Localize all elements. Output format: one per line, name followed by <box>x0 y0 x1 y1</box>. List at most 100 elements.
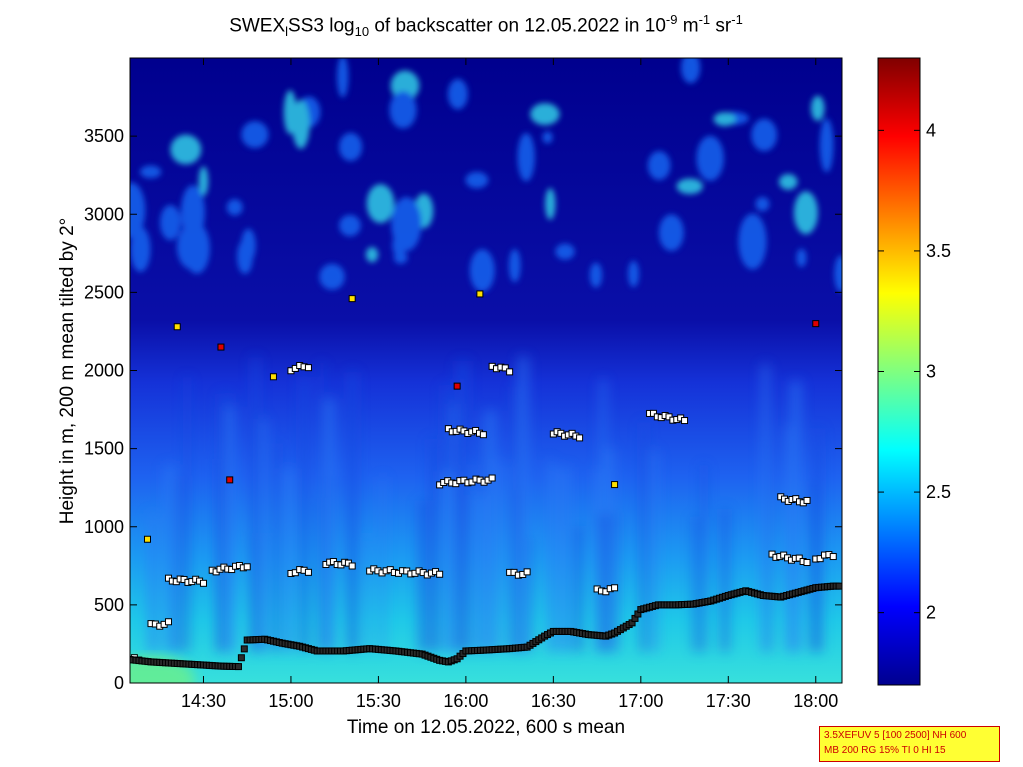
layer-top-segment <box>287 362 312 375</box>
heatmap-streak <box>785 426 798 652</box>
heatmap-patch <box>130 182 146 238</box>
mixing-layer-point <box>234 663 242 671</box>
heatmap-patch <box>517 132 535 182</box>
aerosol-feature-point <box>611 481 619 489</box>
layer-top-segment <box>322 558 356 570</box>
y-axis-label: Height in m, 200 m mean tilted by 2° <box>57 217 78 525</box>
heatmap-streak <box>260 419 268 652</box>
heatmap-patch <box>834 255 842 293</box>
heatmap-patch <box>365 247 379 263</box>
heatmap-patch <box>778 173 798 190</box>
heatmap-streak <box>326 432 333 652</box>
heatmap-streak <box>283 468 295 652</box>
heatmap-streak <box>524 537 533 652</box>
x-tick-label: 16:30 <box>531 691 576 711</box>
layer-top-segment <box>768 550 811 567</box>
y-tick-label: 500 <box>94 595 124 615</box>
heatmap-streak <box>559 467 571 652</box>
heatmap-streak <box>380 476 386 652</box>
y-tick-label: 3500 <box>84 126 124 146</box>
aerosol-feature-point <box>226 476 234 484</box>
heatmap-streak <box>365 537 370 652</box>
y-tick-label: 0 <box>114 673 124 693</box>
layer-top-segment <box>549 428 584 442</box>
heatmap-streak <box>225 406 236 652</box>
heatmap-patch <box>140 165 162 179</box>
heatmap-patch <box>658 214 684 251</box>
heatmap-streak <box>487 459 501 652</box>
heatmap-field <box>130 58 842 683</box>
mixing-layer-point <box>835 582 842 590</box>
layer-top-point <box>479 431 487 439</box>
heatmap-streak <box>251 357 260 652</box>
heatmap-streak <box>319 363 324 652</box>
layer-top-point <box>501 364 509 372</box>
heatmap-streak <box>599 513 610 652</box>
heatmap-streak <box>272 443 280 652</box>
layer-top-point <box>523 568 531 576</box>
heatmap-patch <box>738 213 767 270</box>
heatmap-patch <box>392 234 407 257</box>
layer-top-point <box>681 417 689 425</box>
heatmap-streak <box>574 526 583 652</box>
heatmap-patch <box>751 118 778 152</box>
x-tick-label: 15:00 <box>268 691 313 711</box>
heatmap-streak <box>428 439 440 652</box>
chart-title: SWEXlSS3 log10 of backscatter on 12.05.2… <box>229 12 743 40</box>
colorbar-tick-label: 3 <box>926 362 936 382</box>
x-tick-label: 14:30 <box>181 691 226 711</box>
heatmap-patch <box>465 171 489 189</box>
y-tick-label: 3000 <box>84 204 124 224</box>
mixing-layer-height-series <box>130 582 842 671</box>
layer-top-segment <box>208 561 251 576</box>
layer-top-point <box>576 434 584 442</box>
heatmap-streak <box>299 376 309 652</box>
heatmap-patch <box>545 188 556 220</box>
heatmap-patch <box>319 263 345 290</box>
heatmap-streak <box>418 500 427 652</box>
y-tick-label: 2000 <box>84 361 124 381</box>
layer-top-point <box>304 568 312 576</box>
heatmap-streak <box>701 465 707 652</box>
heatmap-patch <box>542 131 553 144</box>
heatmap-streak <box>454 438 468 652</box>
heatmap-streak <box>443 528 458 652</box>
layer-top-segment <box>444 425 487 439</box>
x-tick-label: 17:00 <box>618 691 663 711</box>
heatmap-patch <box>696 135 724 181</box>
heatmap-patch <box>339 214 361 237</box>
heatmap-patch <box>366 184 395 224</box>
x-tick-label: 16:00 <box>443 691 488 711</box>
heatmap-patch <box>589 262 603 288</box>
layer-top-segment <box>366 565 444 579</box>
layer-top-point <box>611 584 619 592</box>
heatmap-patch <box>793 191 818 235</box>
heatmap-streak <box>475 495 484 652</box>
heatmap-patch <box>241 121 269 149</box>
heatmap-patch <box>237 239 253 274</box>
layer-top-point <box>506 368 514 376</box>
heatmap-patch <box>339 132 363 162</box>
heatmap-patch <box>198 166 209 196</box>
layer-top-point <box>243 563 251 571</box>
heatmap-streak <box>470 464 475 652</box>
layer-top-point <box>816 555 824 563</box>
layer-top-segment <box>488 362 514 376</box>
aerosol-feature-point <box>173 323 181 331</box>
heatmap-patch <box>292 99 310 149</box>
heatmap-patch <box>447 78 468 110</box>
heatmap-patch <box>555 243 575 260</box>
layer-top-point <box>488 474 496 482</box>
heatmap-patch <box>160 204 181 241</box>
aerosol-feature-point <box>476 290 484 298</box>
layer-top-point <box>803 496 811 504</box>
layer-top-point <box>304 364 312 372</box>
layer-top-point <box>348 562 356 570</box>
y-tick-label: 1000 <box>84 517 124 537</box>
x-tick-label: 17:30 <box>706 691 751 711</box>
heatmap-streak <box>814 428 823 652</box>
heatmap-patch <box>796 248 807 268</box>
heatmap-patch <box>713 112 736 127</box>
